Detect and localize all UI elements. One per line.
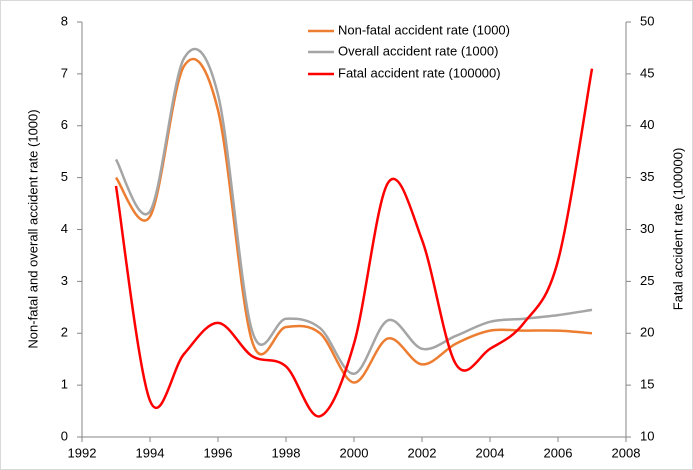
- legend-label: Overall accident rate (1000): [338, 43, 498, 58]
- y-tick-label: 0: [61, 428, 68, 443]
- series-line: [114, 47, 593, 375]
- x-tick-label: 2008: [612, 445, 641, 460]
- y2-tick-label: 20: [640, 325, 654, 340]
- y2-tick-label: 30: [640, 221, 654, 236]
- y-tick-label: 8: [61, 13, 68, 28]
- y2-tick-label: 15: [640, 377, 654, 392]
- x-tick-label: 1996: [204, 445, 233, 460]
- legend-label: Fatal accident rate (100000): [338, 65, 501, 80]
- y-axis-label: Non-fatal and overall accident rate (100…: [25, 109, 40, 348]
- x-tick-label: 2004: [476, 445, 505, 460]
- y-tick-label: 4: [61, 221, 68, 236]
- y2-axis-label: Fatal accident rate (100000): [670, 148, 685, 311]
- series-line: [114, 57, 593, 384]
- y2-tick-label: 50: [640, 13, 654, 28]
- y2-tick-label: 45: [640, 65, 654, 80]
- y-tick-label: 2: [61, 325, 68, 340]
- y2-tick-label: 35: [640, 169, 654, 184]
- y-tick-label: 6: [61, 117, 68, 132]
- x-tick-label: 2006: [544, 445, 573, 460]
- y-tick-label: 1: [61, 377, 68, 392]
- x-tick-label: 1994: [136, 445, 165, 460]
- y-tick-label: 5: [61, 169, 68, 184]
- series-line: [114, 68, 594, 418]
- y-tick-label: 7: [61, 65, 68, 80]
- y2-tick-label: 10: [640, 428, 654, 443]
- legend-label: Non-fatal accident rate (1000): [338, 22, 510, 37]
- x-tick-label: 2000: [340, 445, 369, 460]
- x-tick-label: 2002: [408, 445, 437, 460]
- x-tick-label: 1992: [68, 445, 97, 460]
- y-tick-label: 3: [61, 273, 68, 288]
- y2-tick-label: 40: [640, 117, 654, 132]
- x-tick-label: 1998: [272, 445, 301, 460]
- y2-tick-label: 25: [640, 273, 654, 288]
